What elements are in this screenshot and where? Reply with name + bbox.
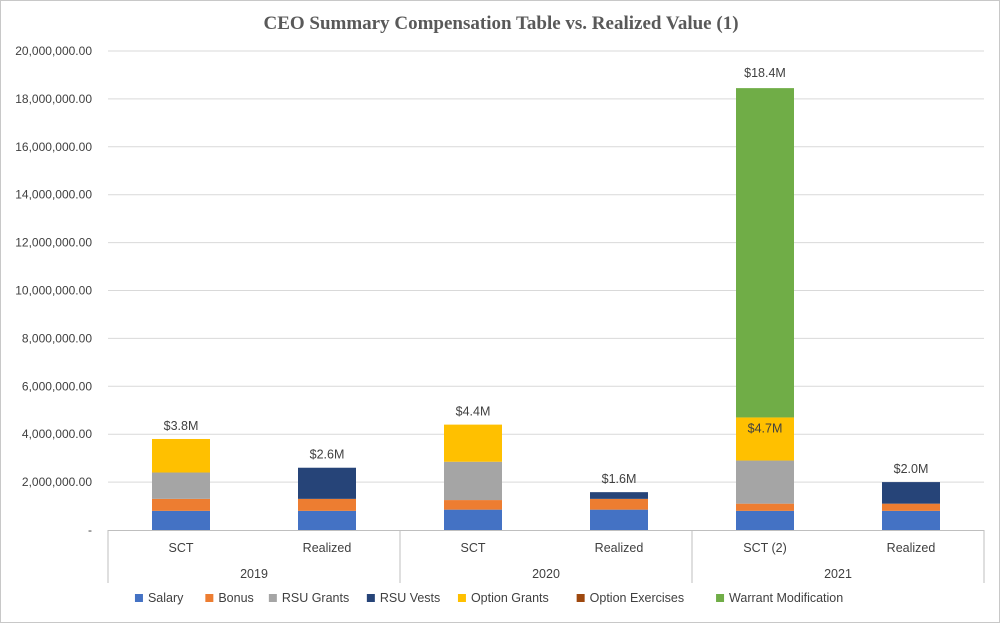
x-group-label: 2020 [532, 567, 560, 581]
data-label: $1.6M [602, 472, 637, 486]
bar-stack [444, 424, 502, 530]
y-tick-label: 10,000,000.00 [15, 284, 92, 298]
bar-segment-option-grants [444, 424, 502, 462]
legend-item: Warrant Modification [716, 591, 843, 605]
y-tick-label: 20,000,000.00 [15, 44, 92, 58]
x-category-label: SCT [461, 541, 486, 555]
legend-item: RSU Grants [268, 591, 349, 605]
bar-segment-rsu-grants [152, 472, 210, 499]
legend-swatch [366, 594, 375, 602]
legend-item: Salary [134, 591, 184, 605]
bar-segment-salary [882, 510, 940, 530]
data-labels: $3.8M $2.6M $4.4M $1.6M $4.7M $2.0M $18.4M [164, 66, 929, 486]
data-label: $3.8M [164, 419, 199, 433]
y-axis-ticks: - 2,000,000.00 4,000,000.00 6,000,000.00 8,0… [15, 44, 92, 537]
bar-stack [298, 467, 356, 530]
x-axis: SCT Realized SCT Realized SCT (2) Realized 201… [107, 530, 985, 583]
bar-segment-bonus [298, 498, 356, 511]
bar-segment-bonus [736, 503, 794, 511]
bar-segment-rsu-vests [298, 467, 356, 499]
legend-swatch [268, 594, 277, 602]
bar-stack [590, 492, 648, 530]
data-label: $2.6M [310, 448, 345, 462]
bar-segment-rsu-grants [444, 461, 502, 501]
legend-swatch [576, 594, 585, 602]
x-category-label: Realized [887, 541, 936, 555]
bar-segment-salary [152, 510, 210, 530]
x-category-label: SCT (2) [743, 541, 787, 555]
legend-swatch [457, 594, 466, 602]
bar-segment-bonus [590, 498, 648, 510]
legend-label: Option Exercises [590, 591, 684, 605]
legend-label: Option Grants [471, 591, 549, 605]
bar-segment-bonus [444, 500, 502, 510]
bar-segment-bonus [152, 498, 210, 511]
y-tick-label: 2,000,000.00 [22, 475, 92, 489]
data-label: $2.0M [894, 462, 929, 476]
bar-segment-warrant-modification [736, 88, 794, 418]
legend-label: Bonus [218, 591, 253, 605]
bar-segment-salary [736, 510, 794, 530]
y-tick-label: 6,000,000.00 [22, 379, 92, 393]
bar-segment-salary [590, 509, 648, 530]
chart-title: CEO Summary Compensation Table vs. Reali… [263, 13, 738, 34]
legend-swatch [205, 594, 214, 602]
data-label-total: $18.4M [744, 66, 786, 80]
bar-stack [736, 88, 794, 530]
legend-label: Salary [148, 591, 184, 605]
bar-segment-option-grants [152, 438, 210, 473]
bar-segment-salary [298, 510, 356, 530]
legend-label: Warrant Modification [729, 591, 843, 605]
legend-item: Bonus [205, 591, 254, 605]
y-tick-label: 18,000,000.00 [15, 92, 92, 106]
x-category-label: Realized [303, 541, 352, 555]
legend: Salary Bonus RSU Grants RSU Vests Option Gra… [134, 591, 843, 605]
legend-swatch [134, 594, 143, 602]
y-tick-label: 14,000,000.00 [15, 188, 92, 202]
bar-segment-rsu-vests [590, 492, 648, 499]
legend-swatch [716, 594, 725, 602]
y-tick-label: 16,000,000.00 [15, 140, 92, 154]
y-tick-label: 4,000,000.00 [22, 427, 92, 441]
legend-item: Option Exercises [576, 591, 684, 605]
legend-item: Option Grants [457, 591, 549, 605]
x-category-label: Realized [595, 541, 644, 555]
x-group-label: 2019 [240, 567, 268, 581]
y-tick-label: 8,000,000.00 [22, 331, 92, 345]
bar-segment-bonus [882, 503, 940, 511]
legend-label: RSU Grants [282, 591, 349, 605]
bar-segment-rsu-grants [736, 460, 794, 504]
bar-segment-rsu-vests [882, 482, 940, 504]
bar-segment-salary [444, 509, 502, 530]
bars [152, 88, 940, 530]
y-tick-label: - [88, 523, 92, 537]
x-group-label: 2021 [824, 567, 852, 581]
bar-stack [152, 438, 210, 530]
legend-label: RSU Vests [380, 591, 440, 605]
gridlines [108, 50, 984, 483]
bar-segment-option-grants [736, 417, 794, 461]
data-label: $4.4M [456, 405, 491, 419]
y-tick-label: 12,000,000.00 [15, 236, 92, 250]
legend-item: RSU Vests [366, 591, 440, 605]
bar-stack [882, 482, 940, 530]
x-category-label: SCT [169, 541, 194, 555]
data-label: $4.7M [748, 421, 783, 435]
